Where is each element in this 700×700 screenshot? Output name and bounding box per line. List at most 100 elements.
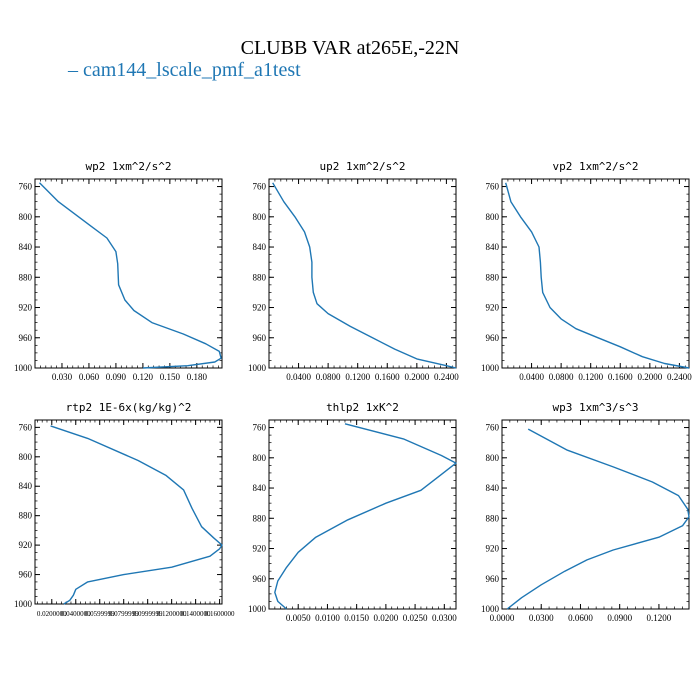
- x-tick-label: 0.1600000: [205, 610, 235, 618]
- x-tick-label: 0.2400: [434, 372, 459, 382]
- y-tick-label: 920: [253, 544, 267, 554]
- x-tick-label: 0.0999999: [133, 610, 163, 618]
- y-tick-label: 920: [19, 540, 33, 550]
- panel-title: wp2 1xm^2/s^2: [85, 160, 171, 173]
- x-tick-label: 0.0200000: [37, 610, 67, 618]
- y-tick-label: 840: [253, 242, 267, 252]
- y-tick-label: 800: [19, 452, 33, 462]
- panel-title: vp2 1xm^2/s^2: [552, 160, 638, 173]
- panel-frame: [501, 178, 690, 369]
- y-tick-label: 800: [253, 212, 267, 222]
- y-tick-label: 880: [253, 272, 267, 282]
- x-tick-label: 0.1200: [345, 372, 370, 382]
- legend-entry: – cam144_lscale_pmf_a1test: [68, 59, 301, 81]
- panel-frame: [268, 419, 457, 610]
- y-tick-label: 920: [486, 303, 500, 313]
- y-tick-label: 1000: [481, 604, 500, 614]
- series-line: [50, 425, 223, 605]
- y-tick-label: 840: [486, 483, 500, 493]
- y-tick-label: 760: [19, 182, 33, 192]
- panel-title: up2 1xm^2/s^2: [319, 160, 405, 173]
- y-tick-label: 1000: [14, 599, 33, 609]
- x-tick-label: 0.0300: [432, 613, 457, 623]
- x-tick-label: 0.2400: [667, 372, 692, 382]
- y-tick-label: 880: [19, 511, 33, 521]
- legend-series-label: cam144_lscale_pmf_a1test: [83, 59, 301, 81]
- x-tick-label: 0.1600: [375, 372, 400, 382]
- y-tick-label: 1000: [248, 363, 267, 373]
- x-tick-label: 0.0200: [374, 613, 399, 623]
- y-tick-label: 960: [486, 333, 500, 343]
- y-tick-label: 920: [253, 303, 267, 313]
- y-tick-label: 760: [486, 182, 500, 192]
- x-tick-label: 0.0900: [607, 613, 632, 623]
- y-tick-label: 960: [19, 570, 33, 580]
- y-tick-label: 960: [19, 333, 33, 343]
- x-tick-label: 0.0300: [529, 613, 554, 623]
- x-tick-label: 0.150: [160, 372, 181, 382]
- y-tick-label: 800: [486, 453, 500, 463]
- y-tick-label: 960: [253, 333, 267, 343]
- x-tick-label: 0.2000: [404, 372, 429, 382]
- y-tick-label: 880: [19, 272, 33, 282]
- x-tick-label: 0.0400000: [61, 610, 91, 618]
- series-line: [39, 182, 222, 369]
- x-tick-label: 0.0000: [490, 613, 515, 623]
- x-tick-label: 0.2000: [637, 372, 662, 382]
- x-tick-label: 0.1200000: [157, 610, 187, 618]
- y-tick-label: 800: [486, 212, 500, 222]
- x-tick-label: 0.1400000: [181, 610, 211, 618]
- y-tick-label: 880: [486, 272, 500, 282]
- x-tick-label: 0.180: [187, 372, 208, 382]
- y-tick-label: 760: [253, 182, 267, 192]
- x-tick-label: 0.030: [52, 372, 73, 382]
- x-tick-label: 0.1200: [647, 613, 672, 623]
- y-tick-label: 840: [253, 483, 267, 493]
- panel-title: rtp2 1E-6x(kg/kg)^2: [66, 401, 192, 414]
- panel-frame: [268, 178, 457, 369]
- y-tick-label: 920: [486, 544, 500, 554]
- x-tick-label: 0.0400: [519, 372, 544, 382]
- x-tick-label: 0.0599999: [85, 610, 115, 618]
- y-tick-label: 760: [19, 422, 33, 432]
- x-tick-label: 0.0600: [568, 613, 593, 623]
- x-tick-label: 0.0250: [403, 613, 428, 623]
- figure-title: CLUBB VAR at265E,-22N: [240, 37, 460, 59]
- panel-frame: [501, 419, 690, 610]
- series-line: [506, 428, 690, 610]
- series-line: [272, 182, 457, 369]
- series-line: [274, 423, 457, 610]
- y-tick-label: 960: [486, 574, 500, 584]
- x-tick-label: 0.090: [106, 372, 127, 382]
- y-tick-label: 960: [253, 574, 267, 584]
- y-tick-label: 920: [19, 303, 33, 313]
- y-tick-label: 800: [253, 453, 267, 463]
- x-tick-label: 0.0799999: [109, 610, 139, 618]
- x-tick-label: 0.1200: [578, 372, 603, 382]
- x-tick-label: 0.0800: [549, 372, 574, 382]
- y-tick-label: 1000: [481, 363, 500, 373]
- series-line: [505, 182, 690, 369]
- y-tick-label: 1000: [248, 604, 267, 614]
- y-tick-label: 840: [486, 242, 500, 252]
- y-tick-label: 880: [253, 513, 267, 523]
- y-tick-label: 760: [253, 423, 267, 433]
- x-tick-label: 0.120: [133, 372, 154, 382]
- y-tick-label: 840: [19, 242, 33, 252]
- y-tick-label: 760: [486, 423, 500, 433]
- x-tick-label: 0.0100: [315, 613, 340, 623]
- x-tick-label: 0.0050: [286, 613, 311, 623]
- x-tick-label: 0.0400: [286, 372, 311, 382]
- y-tick-label: 840: [19, 481, 33, 491]
- y-tick-label: 1000: [14, 363, 33, 373]
- x-tick-label: 0.1600: [608, 372, 633, 382]
- y-tick-label: 800: [19, 212, 33, 222]
- x-tick-label: 0.0150: [344, 613, 369, 623]
- panel-frame: [34, 178, 223, 369]
- panel-title: thlp2 1xK^2: [326, 401, 399, 414]
- x-tick-label: 0.0800: [316, 372, 341, 382]
- panel-title: wp3 1xm^3/s^3: [552, 401, 638, 414]
- x-tick-label: 0.060: [79, 372, 100, 382]
- y-tick-label: 880: [486, 513, 500, 523]
